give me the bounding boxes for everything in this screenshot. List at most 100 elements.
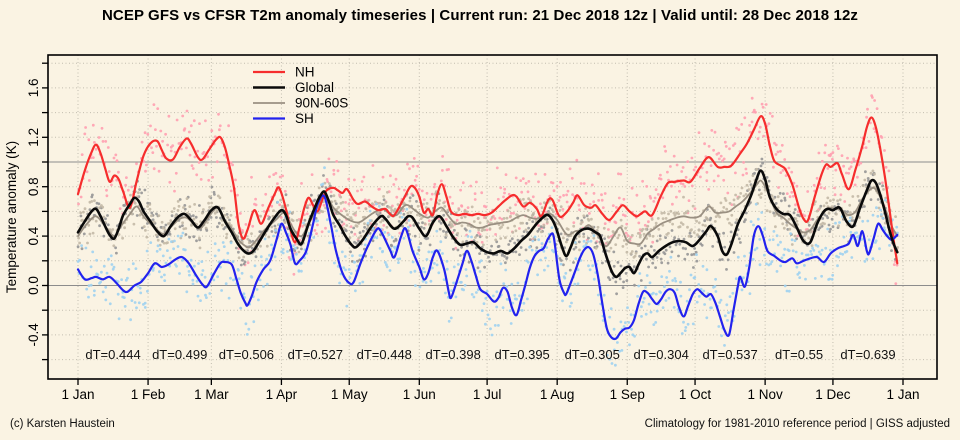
data-point	[514, 250, 518, 254]
data-point	[533, 235, 537, 239]
data-point	[797, 271, 801, 275]
data-point	[666, 280, 669, 284]
data-point	[847, 171, 851, 175]
data-point	[806, 253, 810, 257]
data-point	[386, 190, 389, 194]
data-point	[670, 250, 674, 254]
data-point	[774, 225, 777, 229]
data-point	[403, 188, 406, 192]
data-point	[572, 224, 576, 228]
data-point	[419, 242, 423, 245]
data-point	[394, 177, 398, 181]
data-point	[361, 280, 365, 284]
data-point	[129, 193, 132, 197]
data-point	[683, 329, 687, 332]
data-point	[743, 254, 746, 258]
data-point	[174, 214, 178, 218]
data-point	[532, 211, 535, 215]
data-point	[185, 290, 189, 294]
data-point	[95, 258, 98, 262]
data-point	[143, 131, 147, 135]
data-point	[260, 263, 263, 267]
data-point	[807, 223, 811, 227]
data-point	[414, 284, 417, 287]
data-point	[326, 180, 329, 184]
data-point	[587, 236, 590, 240]
data-point	[425, 202, 429, 205]
x-tick-label: 1 Jan	[886, 387, 919, 402]
data-point	[383, 230, 387, 234]
data-point	[609, 307, 613, 310]
data-point	[518, 253, 521, 256]
data-point	[824, 143, 827, 147]
data-point	[633, 334, 636, 338]
data-point	[511, 231, 515, 234]
data-point	[855, 231, 858, 235]
data-point	[106, 146, 110, 149]
data-point	[873, 172, 876, 176]
data-point	[710, 129, 714, 132]
data-point	[510, 282, 514, 286]
data-point	[831, 225, 835, 229]
data-point	[818, 226, 822, 230]
data-point	[204, 119, 207, 123]
credit-text: (c) Karsten Haustein	[10, 418, 115, 430]
data-point	[484, 216, 488, 220]
data-point	[693, 247, 696, 250]
data-point	[703, 142, 706, 146]
data-point	[784, 174, 788, 178]
data-point	[382, 198, 386, 202]
data-point	[690, 228, 693, 232]
data-point	[760, 192, 763, 196]
data-point	[664, 248, 668, 252]
data-point	[609, 246, 613, 250]
data-point	[273, 224, 277, 228]
data-point	[771, 197, 775, 201]
data-point	[574, 245, 578, 249]
data-point	[381, 249, 384, 253]
data-point	[879, 208, 882, 212]
data-point	[184, 227, 188, 230]
data-point	[620, 349, 624, 352]
data-point	[659, 257, 663, 261]
data-point	[476, 266, 480, 270]
data-point	[383, 261, 387, 264]
x-tick-label: 1 Apr	[266, 387, 298, 402]
data-point	[770, 194, 774, 198]
data-point	[582, 214, 586, 218]
data-point	[796, 234, 800, 238]
data-point	[85, 170, 89, 174]
data-point	[286, 250, 289, 253]
data-point	[722, 206, 726, 209]
data-point	[754, 202, 758, 206]
data-point	[109, 254, 113, 258]
data-point	[666, 261, 670, 265]
data-point	[451, 224, 454, 228]
data-point	[349, 272, 353, 275]
data-point	[161, 139, 165, 143]
data-point	[827, 211, 831, 215]
data-point	[759, 196, 763, 199]
data-point	[82, 210, 85, 214]
data-point	[561, 208, 565, 211]
data-point	[584, 191, 588, 195]
data-point	[156, 238, 160, 242]
data-point	[682, 320, 685, 324]
data-point	[259, 244, 262, 248]
data-point	[160, 220, 164, 224]
data-point	[487, 255, 490, 259]
data-point	[570, 176, 574, 180]
data-point	[77, 236, 80, 240]
data-point	[592, 234, 596, 238]
data-point	[279, 216, 283, 219]
data-point	[771, 114, 774, 118]
data-point	[97, 202, 101, 206]
data-point	[463, 283, 467, 287]
data-point	[611, 276, 615, 280]
data-point	[506, 226, 510, 230]
data-point	[218, 128, 221, 132]
data-point	[711, 245, 715, 248]
data-point	[508, 206, 512, 210]
data-point	[618, 349, 621, 353]
data-point	[871, 213, 875, 217]
